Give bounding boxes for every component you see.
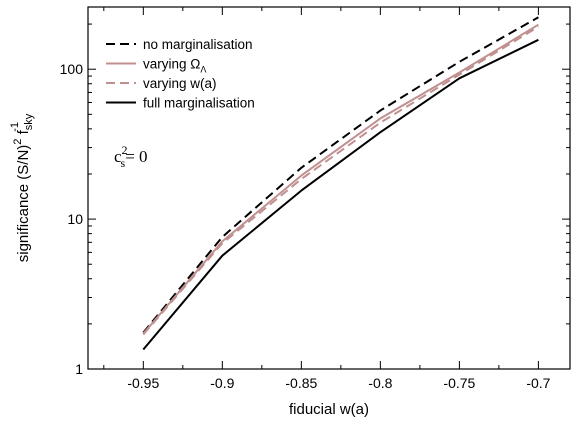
legend-label-2: varying ΩΛ (143, 57, 206, 75)
annotation-sup: 2 (122, 143, 128, 157)
legend-label-1: no marginalisation (143, 37, 253, 52)
x-tick-label: -0.75 (443, 375, 475, 391)
series-lines (142, 16, 539, 351)
y-axis-title-sup2: -1 (9, 122, 21, 132)
series-line-2 (142, 23, 539, 335)
x-tick-label: -0.9 (210, 375, 234, 391)
annotation-cs2: c2 s= 0 (114, 143, 148, 170)
plot-frame (87, 6, 571, 370)
series-line-3 (142, 25, 539, 336)
x-tick-label: -0.85 (285, 375, 317, 391)
annotation-sub: s (121, 156, 126, 170)
y-axis-title-f: f (15, 129, 32, 138)
series-line-4 (142, 38, 539, 351)
series-line-1 (142, 16, 539, 334)
x-tick-label: -0.7 (526, 375, 550, 391)
legend-label-3: varying w(a) (143, 76, 217, 91)
x-axis-title: fiducial w(a) (289, 401, 369, 418)
x-tick-label: -0.8 (368, 375, 392, 391)
y-tick-label: 1 (75, 361, 83, 377)
y-axis-title: significance (S/N)2 fsky-1 (9, 113, 35, 262)
y-axis-title-sup1: 2 (12, 139, 24, 145)
y-axis-title-sub: sky (23, 113, 35, 130)
legend-label-4: full marginalisation (143, 96, 255, 111)
axis-ticks (88, 7, 570, 370)
y-tick-label: 100 (60, 61, 84, 77)
y-axis-title-main: significance (S/N) (15, 145, 32, 263)
annotation-rest: = 0 (125, 147, 147, 166)
x-tick-label: -0.95 (127, 375, 159, 391)
tick-labels: -0.95 -0.9 -0.85 -0.8 -0.75 -0.7 1 10 100 (60, 61, 551, 391)
annotation-base: c (114, 147, 122, 166)
y-tick-label: 10 (67, 211, 83, 227)
